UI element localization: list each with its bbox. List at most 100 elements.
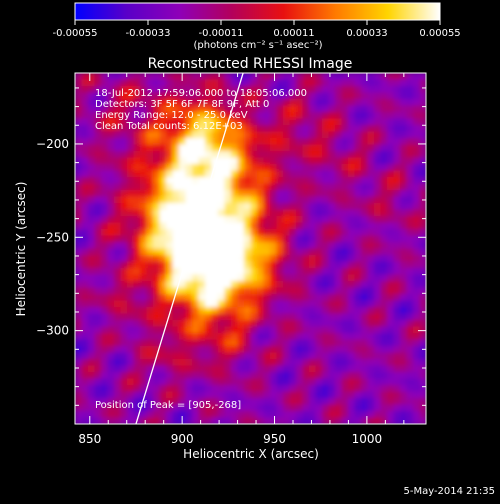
heatmap-cell — [153, 320, 161, 328]
heatmap-cell — [120, 261, 128, 269]
heatmap-cell — [205, 313, 213, 321]
heatmap-cell — [127, 255, 135, 263]
heatmap-cell — [283, 274, 291, 282]
plot-area: 850 900 950 1000−300−250−200 18-Jul-2012 17… — [36, 72, 427, 446]
heatmap-cell — [94, 365, 102, 373]
heatmap-cell — [400, 359, 408, 367]
heatmap-cell — [400, 268, 408, 276]
heatmap-cell — [328, 229, 336, 237]
heatmap-cell — [309, 125, 317, 133]
heatmap-cell — [94, 216, 102, 224]
heatmap-cell — [328, 86, 336, 94]
heatmap-cell — [270, 216, 278, 224]
heatmap-cell — [335, 372, 343, 380]
heatmap-cell — [244, 326, 252, 334]
heatmap-cell — [302, 190, 310, 198]
heatmap-cell — [387, 398, 395, 406]
heatmap-cell — [172, 242, 180, 250]
heatmap-cell — [270, 112, 278, 120]
heatmap-cell — [192, 235, 200, 243]
heatmap-cell — [211, 255, 219, 263]
heatmap-cell — [153, 333, 161, 341]
heatmap-cell — [172, 170, 180, 178]
heatmap-cell — [81, 294, 89, 302]
heatmap-cell — [218, 294, 226, 302]
heatmap-cell — [289, 144, 297, 152]
heatmap-cell — [237, 346, 245, 354]
heatmap-cell — [94, 125, 102, 133]
heatmap-cell — [283, 79, 291, 87]
heatmap-cell — [159, 339, 167, 347]
heatmap-cell — [94, 255, 102, 263]
heatmap-cell — [341, 209, 349, 217]
heatmap-cell — [263, 86, 271, 94]
heatmap-cell — [198, 294, 206, 302]
heatmap-cell — [81, 131, 89, 139]
heatmap-cell — [185, 73, 193, 81]
heatmap-cell — [224, 242, 232, 250]
heatmap-cell — [348, 170, 356, 178]
heatmap-cell — [263, 261, 271, 269]
heatmap-cell — [211, 385, 219, 393]
heatmap-cell — [166, 300, 174, 308]
heatmap-cell — [276, 320, 284, 328]
heatmap-cell — [88, 378, 96, 386]
heatmap-cell — [257, 294, 265, 302]
heatmap-cell — [159, 157, 167, 165]
heatmap-cell — [328, 235, 336, 243]
heatmap-cell — [328, 261, 336, 269]
heatmap-cell — [270, 313, 278, 321]
heatmap-cell — [335, 203, 343, 211]
heatmap-cell — [328, 313, 336, 321]
heatmap-cell — [244, 86, 252, 94]
heatmap-cell — [218, 385, 226, 393]
annotation-counts: Clean Total counts: 6.12E+03 — [95, 121, 243, 132]
heatmap-cell — [237, 151, 245, 159]
heatmap-cell — [114, 359, 122, 367]
heatmap-cell — [354, 274, 362, 282]
heatmap-cell — [419, 417, 426, 424]
heatmap-cell — [107, 281, 115, 289]
heatmap-cell — [114, 112, 122, 120]
heatmap-cell — [166, 365, 174, 373]
heatmap-cell — [257, 99, 265, 107]
heatmap-cell — [172, 398, 180, 406]
heatmap-cell — [127, 222, 135, 230]
heatmap-cell — [237, 391, 245, 399]
heatmap-cell — [237, 378, 245, 386]
heatmap-cell — [406, 242, 414, 250]
heatmap-cell — [374, 307, 382, 315]
heatmap-cell — [374, 190, 382, 198]
heatmap-cell — [218, 79, 226, 87]
heatmap-cell — [361, 222, 369, 230]
heatmap-cell — [400, 151, 408, 159]
heatmap-cell — [393, 294, 401, 302]
heatmap-cell — [224, 86, 232, 94]
heatmap-cell — [107, 300, 115, 308]
heatmap-cell — [263, 138, 271, 146]
heatmap-cell — [309, 287, 317, 295]
heatmap-cell — [335, 417, 343, 424]
heatmap-cell — [315, 391, 323, 399]
heatmap-cell — [140, 79, 148, 87]
heatmap-cell — [322, 391, 330, 399]
heatmap-cell — [387, 170, 395, 178]
heatmap-cell — [146, 196, 154, 204]
heatmap-cell — [387, 281, 395, 289]
heatmap-cell — [302, 164, 310, 172]
heatmap-cell — [120, 307, 128, 315]
heatmap-cell — [393, 118, 401, 126]
heatmap-cell — [400, 164, 408, 172]
heatmap-cell — [335, 216, 343, 224]
heatmap-cell — [179, 138, 187, 146]
heatmap-cell — [146, 398, 154, 406]
heatmap-cell — [198, 398, 206, 406]
heatmap-cell — [218, 170, 226, 178]
heatmap-cell — [270, 320, 278, 328]
heatmap-cell — [81, 183, 89, 191]
heatmap-cell — [335, 105, 343, 113]
heatmap-cell — [159, 378, 167, 386]
heatmap-cell — [322, 242, 330, 250]
heatmap-cell — [133, 365, 141, 373]
heatmap-cell — [192, 229, 200, 237]
